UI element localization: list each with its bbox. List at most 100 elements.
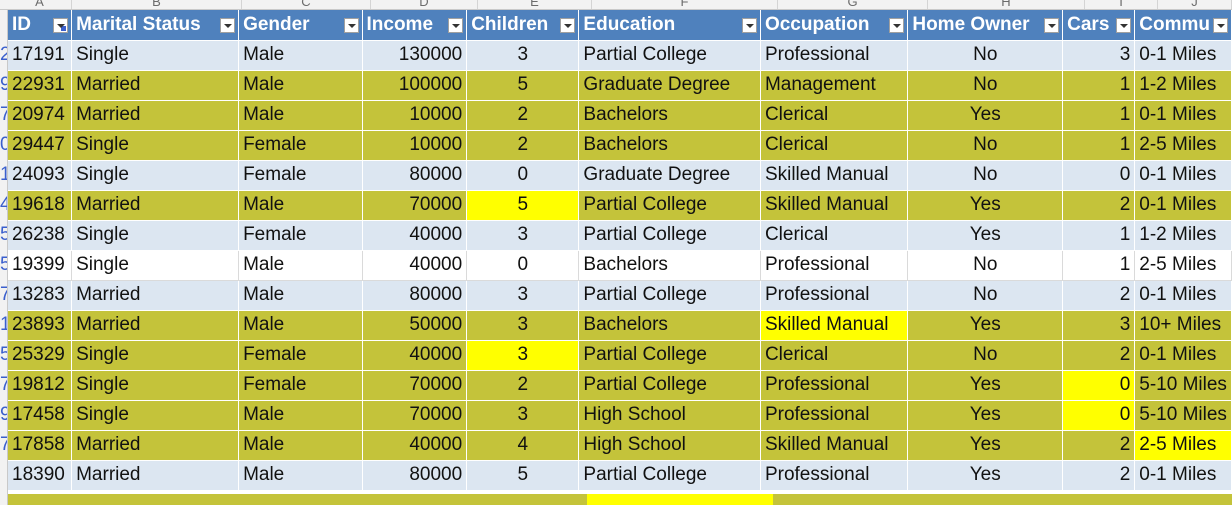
cell-children[interactable]: 4 xyxy=(466,430,580,461)
filter-dropdown-icon[interactable] xyxy=(220,18,236,33)
cell-occupation[interactable]: Professional xyxy=(760,40,909,71)
cell-commute[interactable]: 10+ Miles xyxy=(1134,310,1232,341)
cell-gender[interactable]: Male xyxy=(238,190,363,221)
cell-home[interactable]: No xyxy=(907,160,1064,191)
cell-commute[interactable]: 2-5 Miles xyxy=(1134,430,1232,461)
row-number[interactable]: 9 xyxy=(0,400,7,430)
cell-cars[interactable]: 2 xyxy=(1062,280,1136,311)
cell-income[interactable]: 80000 xyxy=(362,160,468,191)
row-number[interactable]: 2 xyxy=(0,40,7,70)
column-letter-e[interactable]: E xyxy=(478,0,592,9)
cell-gender[interactable]: Female xyxy=(238,130,363,161)
cell-cars[interactable]: 1 xyxy=(1062,130,1136,161)
column-letter-h[interactable]: H xyxy=(928,0,1085,9)
cell-education[interactable]: High School xyxy=(578,430,761,461)
cell-marital[interactable]: Married xyxy=(71,430,240,461)
row-number[interactable] xyxy=(0,10,7,40)
cell-gender[interactable]: Male xyxy=(238,280,363,311)
column-header-marital[interactable]: Marital Status xyxy=(71,10,240,41)
cell-home[interactable]: No xyxy=(907,40,1064,71)
column-header-home[interactable]: Home Owner xyxy=(907,10,1064,41)
column-header-education[interactable]: Education xyxy=(578,10,761,41)
cell-commute[interactable]: 2-5 Miles xyxy=(1134,250,1232,281)
cell-education[interactable]: Bachelors xyxy=(578,310,761,341)
cell-gender[interactable]: Female xyxy=(238,340,363,371)
cell-income[interactable]: 50000 xyxy=(362,310,468,341)
cell-children[interactable]: 2 xyxy=(466,100,580,131)
filter-dropdown-icon[interactable] xyxy=(741,18,757,33)
cell-education[interactable]: Graduate Degree xyxy=(578,160,761,191)
cell-education[interactable]: Graduate Degree xyxy=(578,70,761,101)
cell-home[interactable]: No xyxy=(907,70,1064,101)
cell-income[interactable]: 80000 xyxy=(362,280,468,311)
row-number[interactable]: 5 xyxy=(0,340,7,370)
cell-commute[interactable]: 0-1 Miles xyxy=(1134,190,1232,221)
cell-commute[interactable]: 0-1 Miles xyxy=(1134,40,1232,71)
cell-education[interactable]: Bachelors xyxy=(578,250,761,281)
cell-id[interactable]: 29447 xyxy=(8,130,73,161)
cell-income[interactable]: 100000 xyxy=(362,70,468,101)
cell-marital[interactable]: Married xyxy=(71,100,240,131)
cell-id[interactable]: 19618 xyxy=(8,190,73,221)
cell-home[interactable]: No xyxy=(907,250,1064,281)
cell-home[interactable]: Yes xyxy=(907,310,1064,341)
cell-marital[interactable]: Married xyxy=(71,460,240,491)
cell-cars[interactable]: 0 xyxy=(1062,160,1136,191)
cell-occupation[interactable]: Skilled Manual xyxy=(760,430,909,461)
cell-home[interactable]: No xyxy=(907,340,1064,371)
cell-occupation[interactable]: Professional xyxy=(760,460,909,491)
row-number[interactable]: 1 xyxy=(0,160,7,190)
cell-home[interactable]: Yes xyxy=(907,460,1064,491)
row-number[interactable]: 1 xyxy=(0,310,7,340)
cell-commute[interactable]: 1-2 Miles xyxy=(1134,70,1232,101)
cell-home[interactable]: Yes xyxy=(907,430,1064,461)
row-number[interactable]: 7 xyxy=(0,100,7,130)
cell-marital[interactable]: Single xyxy=(71,160,240,191)
cell-gender[interactable]: Male xyxy=(238,40,363,71)
cell-gender[interactable]: Male xyxy=(238,430,363,461)
cell-income[interactable]: 70000 xyxy=(362,400,468,431)
cell-gender[interactable]: Male xyxy=(238,250,363,281)
cell-commute[interactable]: 0-1 Miles xyxy=(1134,160,1232,191)
cell-gender[interactable]: Male xyxy=(238,70,363,101)
column-letter-c[interactable]: C xyxy=(242,0,371,9)
cell-id[interactable]: 22931 xyxy=(8,70,73,101)
cell-marital[interactable]: Single xyxy=(71,340,240,371)
column-letter-g[interactable]: G xyxy=(778,0,928,9)
cell-cars[interactable]: 1 xyxy=(1062,70,1136,101)
cell-home[interactable]: Yes xyxy=(907,220,1064,251)
cell-occupation[interactable]: Professional xyxy=(760,250,909,281)
cell-children[interactable]: 2 xyxy=(466,130,580,161)
cell-occupation[interactable]: Skilled Manual xyxy=(760,160,909,191)
cell-children[interactable]: 3 xyxy=(466,310,580,341)
cell-gender[interactable]: Male xyxy=(238,460,363,491)
row-number[interactable]: 9 xyxy=(0,70,7,100)
filter-dropdown-icon[interactable] xyxy=(343,18,359,33)
cell-children[interactable]: 5 xyxy=(466,190,580,221)
cell-income[interactable]: 70000 xyxy=(362,370,468,401)
cell-education[interactable]: Partial College xyxy=(578,40,761,71)
cell-cars[interactable]: 2 xyxy=(1062,430,1136,461)
cell-children[interactable]: 0 xyxy=(466,250,580,281)
cell-children[interactable]: 0 xyxy=(466,160,580,191)
row-number[interactable]: 7 xyxy=(0,280,7,310)
cell-occupation[interactable]: Skilled Manual xyxy=(760,310,909,341)
cell-commute[interactable]: 0-1 Miles xyxy=(1134,280,1232,311)
cell-marital[interactable]: Married xyxy=(71,280,240,311)
cell-income[interactable]: 40000 xyxy=(362,340,468,371)
cell-children[interactable]: 3 xyxy=(466,340,580,371)
column-letter-j[interactable]: J xyxy=(1158,0,1232,9)
cell-marital[interactable]: Single xyxy=(71,130,240,161)
cell-commute[interactable]: 5-10 Miles xyxy=(1134,370,1232,401)
cell-education[interactable]: High School xyxy=(578,400,761,431)
cell-id[interactable]: 23893 xyxy=(8,310,73,341)
cell-marital[interactable]: Single xyxy=(71,40,240,71)
cell-id[interactable]: 18390 xyxy=(8,460,73,491)
filter-active-dropdown-icon[interactable] xyxy=(53,18,69,33)
cell-cars[interactable]: 2 xyxy=(1062,460,1136,491)
cell-gender[interactable]: Male xyxy=(238,100,363,131)
cell-home[interactable]: Yes xyxy=(907,190,1064,221)
cell-marital[interactable]: Married xyxy=(71,70,240,101)
cell-home[interactable]: Yes xyxy=(907,100,1064,131)
cell-id[interactable]: 20974 xyxy=(8,100,73,131)
